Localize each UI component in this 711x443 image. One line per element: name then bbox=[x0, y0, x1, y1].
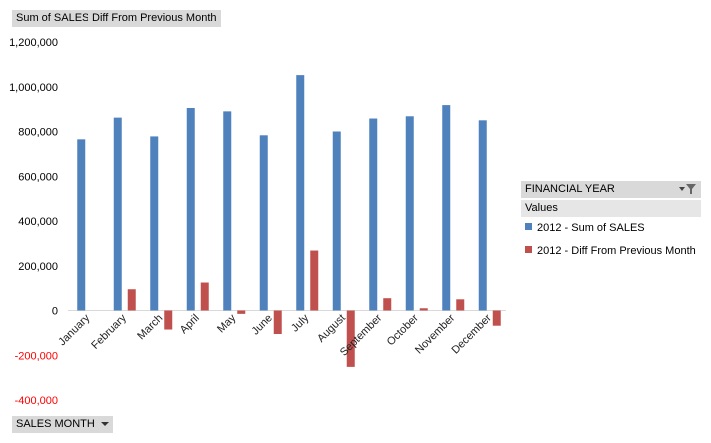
y-tick-label: -400,000 bbox=[15, 395, 58, 407]
bar-sum-of-sales bbox=[77, 139, 86, 311]
x-tick-label: January bbox=[56, 312, 93, 349]
y-tick-label: 800,000 bbox=[18, 127, 58, 139]
bar-diff-prev-month bbox=[237, 310, 246, 314]
y-tick-label: -200,000 bbox=[15, 350, 58, 362]
legend-item-diff-prev-month: 2012 - Diff From Previous Month bbox=[525, 244, 696, 258]
legend-values-label: Values bbox=[521, 200, 701, 217]
legend-item-sum-of-sales: 2012 - Sum of SALES bbox=[525, 221, 645, 235]
bar-diff-prev-month bbox=[492, 310, 501, 326]
bar-diff-prev-month bbox=[200, 282, 209, 311]
x-tick-label: March bbox=[135, 312, 165, 342]
legend-label-sum-of-sales: 2012 - Sum of SALES bbox=[537, 222, 645, 234]
legend-label-diff-prev-month: 2012 - Diff From Previous Month bbox=[537, 245, 696, 257]
x-tick-label: December bbox=[450, 312, 495, 357]
chevron-down-icon[interactable] bbox=[100, 422, 109, 427]
diff-prev-month-field-button[interactable]: Diff From Previous Month bbox=[88, 10, 221, 27]
bar-sum-of-sales bbox=[113, 117, 122, 311]
bar-diff-prev-month bbox=[164, 310, 173, 330]
x-tick-label: April bbox=[178, 312, 202, 336]
bar-sum-of-sales bbox=[369, 118, 378, 311]
legend-swatch-diff-prev-month bbox=[525, 246, 532, 253]
bar-sum-of-sales bbox=[442, 105, 451, 311]
bar-diff-prev-month bbox=[310, 250, 319, 311]
sum-of-sales-field-button[interactable]: Sum of SALES bbox=[12, 10, 94, 27]
financial-year-label: FINANCIAL YEAR bbox=[525, 183, 615, 195]
bar-diff-prev-month bbox=[419, 308, 428, 311]
sales-month-label: SALES MONTH bbox=[16, 418, 95, 430]
bar-sum-of-sales bbox=[332, 131, 341, 311]
legend-swatch-sum-of-sales bbox=[525, 223, 532, 230]
bar-sum-of-sales bbox=[478, 120, 487, 311]
bar-diff-prev-month bbox=[273, 310, 282, 334]
bar-sum-of-sales bbox=[150, 136, 159, 311]
bar-diff-prev-month bbox=[383, 298, 392, 311]
y-tick-label: 0 bbox=[52, 306, 58, 318]
y-tick-label: 400,000 bbox=[18, 216, 58, 228]
sales-month-field-button[interactable]: SALES MONTH bbox=[12, 416, 113, 433]
y-tick-label: 600,000 bbox=[18, 171, 58, 183]
x-tick-label: July bbox=[289, 312, 312, 335]
bar-sum-of-sales bbox=[223, 111, 232, 311]
y-tick-label: 1,000,000 bbox=[9, 82, 58, 94]
bar-diff-prev-month bbox=[346, 310, 355, 367]
bar-sum-of-sales bbox=[296, 75, 305, 311]
bar-sum-of-sales bbox=[405, 116, 414, 311]
bar-sum-of-sales bbox=[259, 135, 268, 311]
y-tick-label: 200,000 bbox=[18, 261, 58, 273]
x-tick-label: August bbox=[315, 312, 348, 345]
filter-icon[interactable] bbox=[679, 184, 697, 195]
bar-diff-prev-month bbox=[127, 289, 136, 311]
x-tick-label: October bbox=[385, 312, 421, 348]
bar-diff-prev-month bbox=[456, 299, 465, 311]
bar-sum-of-sales bbox=[186, 108, 195, 311]
financial-year-field-button[interactable]: FINANCIAL YEAR bbox=[521, 181, 701, 198]
x-tick-label: June bbox=[250, 312, 275, 337]
x-tick-label: February bbox=[89, 312, 129, 352]
y-tick-label: 1,200,000 bbox=[9, 37, 58, 49]
x-tick-label: May bbox=[215, 312, 239, 336]
